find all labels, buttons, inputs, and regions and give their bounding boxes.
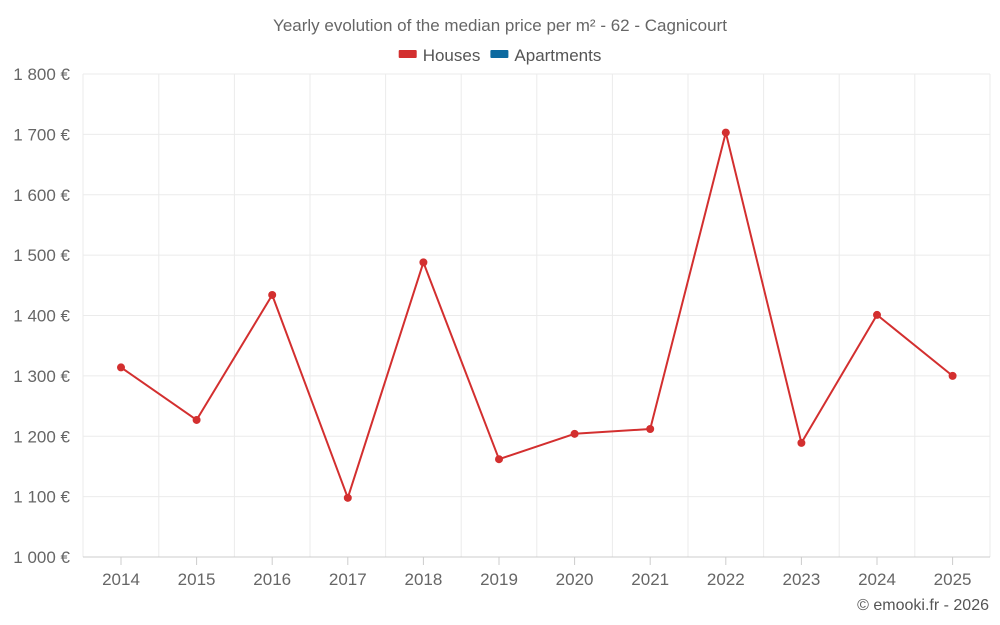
grid [82,73,991,557]
data-point [570,429,579,438]
data-point [495,455,503,464]
y-tick-label: 1 000 € [13,548,70,567]
y-tick-label: 1 400 € [13,307,70,326]
y-tick-label: 1 500 € [13,246,70,265]
credit-text: © emooki.fr - 2026 [857,597,989,614]
y-tick-label: 1 200 € [13,427,70,446]
data-point [873,310,881,319]
y-tick-label: 1 800 € [13,65,70,84]
legend-swatch [398,50,417,58]
data-point [192,415,201,424]
legend-label: Houses [423,46,481,65]
chart-title: Yearly evolution of the median price per… [273,16,727,35]
data-point [343,493,352,502]
x-tick-label: 2022 [707,570,745,589]
data-point [948,371,957,380]
data-point [646,425,655,434]
axes: 1 000 € 1 100 € 1 200 € 1 300 € 1 400 € 1 500… [13,65,990,589]
data-point [117,363,125,372]
x-tick-label: 2017 [329,570,367,589]
y-tick-label: 1 600 € [13,186,70,205]
legend-item-apartments: Apartments [490,46,601,65]
x-tick-label: 2015 [178,570,216,589]
x-tick-label: 2019 [480,570,518,589]
data-point [797,438,806,447]
series-layer [117,128,957,502]
y-tick-label: 1 100 € [13,488,70,507]
legend-item-houses: Houses [398,46,481,65]
x-tick-label: 2018 [404,570,442,589]
x-tick-label: 2025 [934,570,972,589]
data-point [721,128,730,137]
legend-swatch [490,50,509,58]
y-tick-label: 1 700 € [13,125,70,144]
data-point [268,290,277,299]
x-tick-label: 2024 [858,570,896,589]
series-line-houses [120,131,954,499]
legend: Houses Apartments [398,46,601,65]
data-point [419,258,428,267]
x-tick-label: 2023 [782,570,820,589]
x-tick-label: 2016 [253,570,291,589]
x-tick-label: 2021 [631,570,669,589]
x-tick-label: 2014 [102,570,140,589]
x-tick-label: 2020 [556,570,594,589]
y-tick-label: 1 300 € [13,367,70,386]
legend-label: Apartments [514,46,601,65]
